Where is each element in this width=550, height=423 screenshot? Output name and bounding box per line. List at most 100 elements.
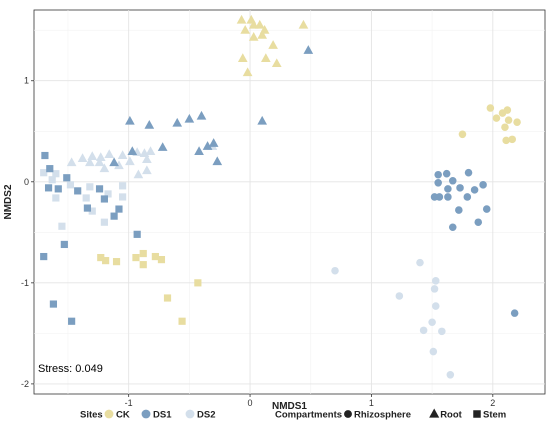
data-point-ck-rhizosphere xyxy=(501,123,509,131)
data-point-ds2-root xyxy=(85,157,95,167)
data-point-ds2-stem xyxy=(48,176,56,184)
data-point-ds1-stem xyxy=(83,204,91,212)
plot-panel xyxy=(33,9,546,395)
data-point-ds1-rhizosphere xyxy=(448,223,457,232)
data-point-ck-root xyxy=(242,67,253,77)
data-point-ck-root xyxy=(248,32,259,41)
data-point-ck-root xyxy=(237,53,248,63)
data-point-ds2-root xyxy=(95,152,106,162)
data-point-ds1-root xyxy=(125,115,135,125)
y-tick-label: -2 xyxy=(21,379,29,389)
data-point-ck-stem xyxy=(194,279,202,287)
data-point-ds2-root xyxy=(133,169,144,179)
data-point-ck-root xyxy=(298,19,309,29)
data-point-ds1-rhizosphere xyxy=(448,177,457,185)
data-point-ds2-rhizosphere xyxy=(446,371,455,379)
y-axis-title: NMDS2 xyxy=(3,184,14,219)
data-point-ds2-stem xyxy=(52,194,60,202)
data-point-ds1-stem xyxy=(74,187,82,195)
data-point-ds2-stem xyxy=(82,194,90,202)
legend-swatch-ds2 xyxy=(185,409,195,419)
data-point-ck-root xyxy=(248,19,259,29)
data-point-ds2-root xyxy=(94,157,105,167)
data-points xyxy=(40,14,521,379)
data-point-ck-rhizosphere xyxy=(458,130,467,139)
data-point-ds2-rhizosphere xyxy=(431,302,440,310)
data-point-ds1-rhizosphere xyxy=(456,184,464,192)
x-axis-ticks: -1 0 1 2 xyxy=(125,394,495,408)
data-point-ck-root xyxy=(236,14,247,24)
data-point-ds1-root xyxy=(257,115,268,125)
data-point-ds1-stem xyxy=(95,185,104,193)
data-point-ds2-root xyxy=(125,156,135,166)
stress-annotation: Stress: 0.049 xyxy=(38,363,103,375)
data-point-ds2-stem xyxy=(119,182,127,190)
data-point-ds2-stem xyxy=(100,218,108,226)
data-point-ds2-rhizosphere xyxy=(419,326,428,335)
data-point-ck-root xyxy=(268,40,278,49)
data-point-ds1-rhizosphere xyxy=(479,181,487,189)
data-point-ds2-stem xyxy=(119,193,127,201)
data-point-ds1-root xyxy=(109,157,119,167)
data-point-ds2-stem xyxy=(66,181,75,189)
data-point-ck-stem xyxy=(102,257,110,265)
data-point-ck-rhizosphere xyxy=(503,106,512,114)
data-point-ds2-root xyxy=(142,154,152,164)
data-point-ds2-stem xyxy=(52,170,60,178)
data-point-ds1-stem xyxy=(100,195,108,203)
data-point-ds1-root xyxy=(202,141,213,150)
data-point-ds1-root xyxy=(303,45,314,54)
data-point-ds1-root xyxy=(172,117,183,127)
data-point-ds1-stem xyxy=(68,317,76,325)
data-point-ds1-rhizosphere xyxy=(463,193,472,201)
data-point-ds1-rhizosphere xyxy=(455,206,463,214)
data-point-ck-rhizosphere xyxy=(508,135,516,144)
data-point-ds2-root xyxy=(104,149,115,159)
data-point-ds2-stem xyxy=(58,222,66,230)
data-point-ck-root xyxy=(271,58,282,68)
data-point-ck-stem xyxy=(132,253,140,262)
data-point-ds1-rhizosphere xyxy=(464,168,473,177)
data-point-ds1-rhizosphere xyxy=(510,309,519,317)
data-point-ds2-stem xyxy=(40,169,48,177)
data-point-ds1-rhizosphere xyxy=(470,186,479,194)
data-point-ck-stem xyxy=(112,258,121,266)
data-point-ck-rhizosphere xyxy=(504,116,513,124)
data-point-ck-stem xyxy=(178,317,186,325)
data-point-ck-stem xyxy=(139,261,147,269)
data-point-ck-stem xyxy=(139,249,147,258)
data-point-ds1-stem xyxy=(49,300,58,308)
legend-label-rhizosphere: Rhizosphere xyxy=(354,410,411,421)
legend-label-ds1: DS1 xyxy=(153,410,172,421)
data-point-ds2-root xyxy=(114,160,124,170)
data-point-ck-rhizosphere xyxy=(502,136,510,145)
data-point-ds2-rhizosphere xyxy=(331,266,339,275)
data-point-ds2-root xyxy=(77,153,88,163)
data-point-ck-root xyxy=(257,30,268,39)
data-point-ck-stem xyxy=(97,253,105,262)
legend-label-ds2: DS2 xyxy=(197,410,215,421)
legend-compartments-title: Compartments xyxy=(275,410,342,421)
data-point-ds1-stem xyxy=(110,212,118,220)
data-point-ds1-root xyxy=(144,119,155,129)
data-point-ds2-root xyxy=(145,146,156,155)
data-point-ds1-root xyxy=(196,110,207,120)
data-point-ds1-root xyxy=(208,138,219,147)
data-point-ck-root xyxy=(261,53,271,63)
data-point-ds2-rhizosphere xyxy=(429,347,438,356)
data-point-ds1-rhizosphere xyxy=(474,218,483,226)
legend-label-root: Root xyxy=(440,410,462,421)
data-point-ds1-root xyxy=(127,146,138,155)
data-point-ds1-rhizosphere xyxy=(482,205,491,213)
y-tick-label: 1 xyxy=(24,76,29,86)
legend-sites-title: Sites xyxy=(80,410,103,421)
data-point-ds1-root xyxy=(194,146,204,155)
data-point-ds1-root xyxy=(184,113,195,123)
data-point-ds2-root xyxy=(142,165,152,175)
data-point-ds2-root xyxy=(99,163,110,173)
legend-swatch-rhizosphere xyxy=(344,410,352,418)
data-point-ds1-stem xyxy=(44,184,53,192)
data-point-ds1-rhizosphere xyxy=(434,170,442,179)
data-point-ds1-root xyxy=(212,156,223,166)
